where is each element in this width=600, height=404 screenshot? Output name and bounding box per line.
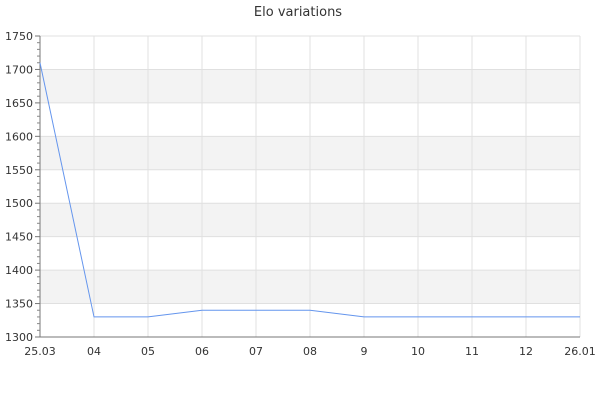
- x-tick-label: 05: [141, 345, 155, 358]
- y-tick-label: 1500: [5, 197, 33, 210]
- y-tick-label: 1750: [5, 30, 33, 43]
- y-tick-label: 1600: [5, 130, 33, 143]
- x-tick-label: 12: [519, 345, 533, 358]
- x-tick-label: 11: [465, 345, 479, 358]
- x-tick-label: 10: [411, 345, 425, 358]
- chart-title: Elo variations: [254, 5, 342, 20]
- x-tick-label: 08: [303, 345, 317, 358]
- y-tick-label: 1550: [5, 164, 33, 177]
- x-tick-label: 07: [249, 345, 263, 358]
- x-tick-label: 04: [87, 345, 101, 358]
- x-tick-label: 9: [361, 345, 368, 358]
- y-tick-label: 1300: [5, 331, 33, 344]
- y-tick-label: 1350: [5, 298, 33, 311]
- series-line: [39, 62, 580, 318]
- x-tick-label: 26.01: [564, 345, 596, 358]
- y-tick-label: 1450: [5, 231, 33, 244]
- x-tick-label: 25.03: [24, 345, 56, 358]
- x-tick-label: 06: [195, 345, 209, 358]
- y-tick-label: 1700: [5, 63, 33, 76]
- y-tick-label: 1650: [5, 97, 33, 110]
- y-tick-label: 1400: [5, 264, 33, 277]
